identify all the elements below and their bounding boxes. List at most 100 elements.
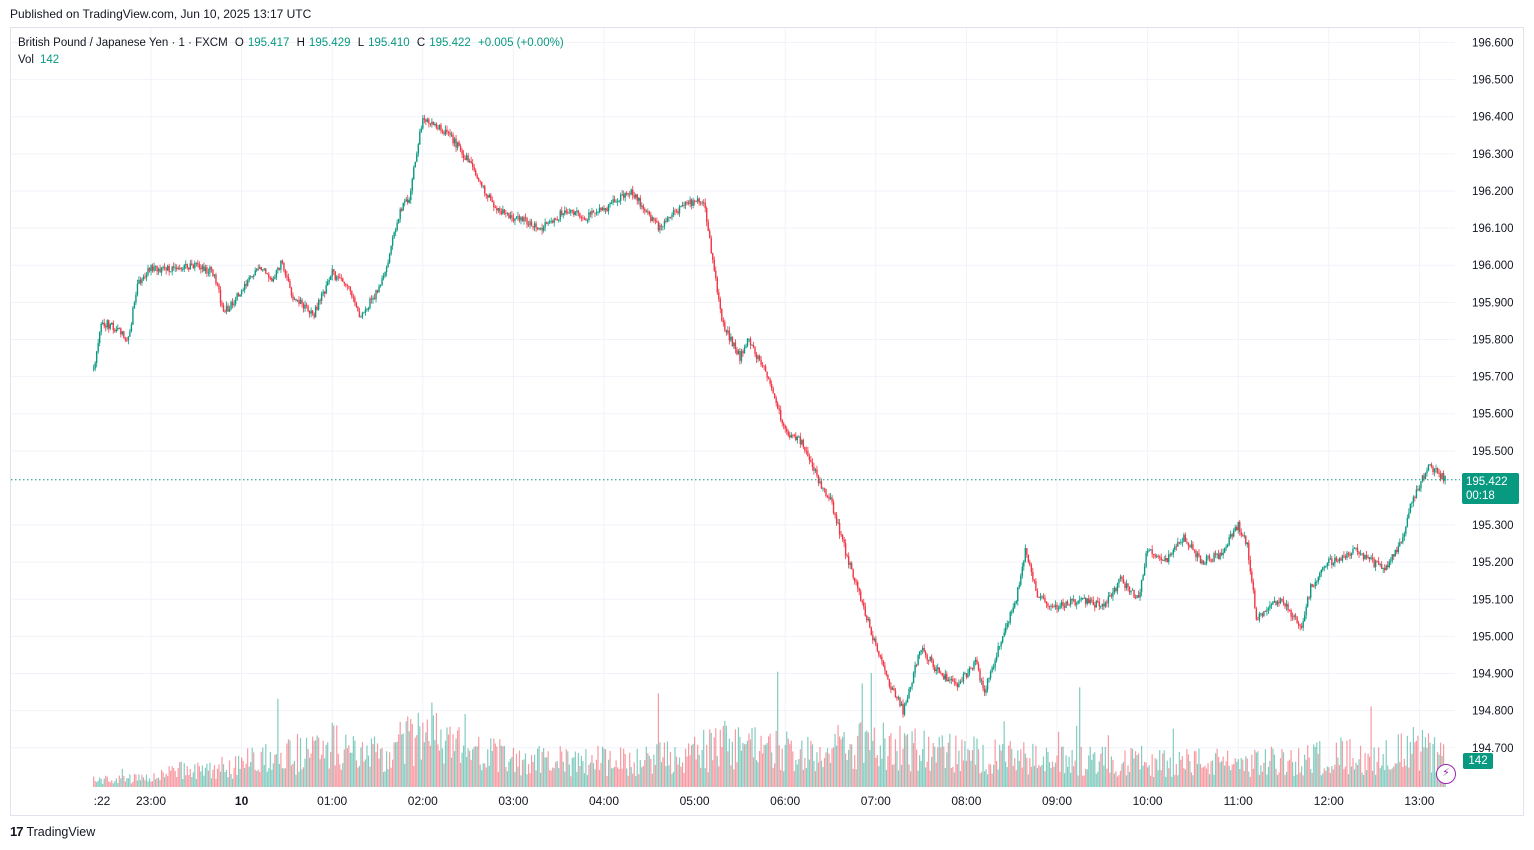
volume-bar — [1165, 776, 1167, 787]
volume-bar — [1018, 760, 1020, 787]
volume-bar — [1041, 764, 1043, 787]
volume-bar — [1071, 750, 1073, 787]
volume-bar — [1433, 737, 1436, 787]
volume-bar — [1273, 754, 1276, 787]
volume-bar — [946, 752, 948, 787]
volume-bar — [1125, 775, 1128, 787]
volume-bar — [212, 769, 214, 787]
candle-body — [585, 218, 587, 221]
volume-bar — [324, 758, 326, 787]
lightning-icon[interactable]: ⚡ — [1436, 764, 1456, 784]
candle-body — [1116, 583, 1119, 592]
volume-bar — [1162, 753, 1164, 787]
candle-body — [1177, 542, 1179, 547]
volume-bar — [443, 763, 445, 787]
volume-bar — [849, 744, 851, 787]
volume-bar — [1246, 758, 1248, 787]
candle-body — [1439, 473, 1442, 479]
candle-body — [1060, 602, 1063, 606]
close-label: C — [416, 37, 426, 49]
candle-body — [816, 469, 818, 476]
candle-body — [248, 277, 250, 281]
volume-bar — [941, 735, 943, 787]
volume-bar — [1192, 775, 1194, 787]
volume-bar — [1301, 766, 1303, 787]
candle-body — [369, 298, 371, 308]
volume-bar — [375, 752, 377, 787]
candle-body — [841, 535, 844, 540]
volume-bar — [327, 742, 329, 787]
candle-body — [147, 268, 149, 275]
volume-bar — [343, 749, 345, 787]
candle-body — [559, 210, 561, 220]
volume-bar — [615, 760, 617, 787]
volume-bar — [970, 760, 972, 787]
volume-bar — [604, 749, 607, 787]
candle-body — [934, 667, 936, 672]
volume-bar — [1003, 721, 1005, 787]
candle-body — [354, 297, 356, 303]
volume-label[interactable]: Vol — [18, 54, 34, 66]
price-axis-label: 194.900 — [1472, 669, 1514, 681]
volume-bar — [1243, 770, 1245, 787]
candle-body — [1432, 466, 1434, 473]
volume-bar — [1409, 741, 1411, 787]
candle-body — [1370, 557, 1372, 560]
candle-body — [123, 331, 125, 339]
candle-body — [1095, 600, 1097, 608]
volume-bar — [971, 750, 974, 787]
volume-bar — [953, 772, 955, 787]
candle-body — [834, 513, 836, 516]
candle-body — [293, 298, 296, 300]
volume-bar — [1403, 758, 1405, 787]
candle-body — [1406, 517, 1409, 527]
candle-body — [299, 299, 302, 304]
candle-body — [1101, 603, 1104, 607]
volume-bar — [1042, 756, 1045, 787]
volume-bar — [1396, 763, 1398, 787]
candle-body — [523, 217, 525, 222]
volume-bar — [435, 713, 438, 787]
volume-bar — [846, 760, 848, 787]
volume-bar — [1127, 765, 1129, 787]
candle-body — [725, 330, 728, 333]
volume-bar — [308, 757, 311, 787]
volume-bar — [890, 733, 892, 787]
candle-body — [840, 534, 842, 536]
volume-bar — [210, 778, 213, 787]
candle-body — [394, 229, 397, 233]
candle-body — [1344, 556, 1347, 558]
candle-body — [499, 208, 501, 212]
volume-bar — [274, 754, 276, 787]
candle-body — [186, 264, 188, 268]
candle-body — [850, 563, 853, 570]
volume-bar — [170, 770, 172, 787]
candle-body — [379, 285, 382, 287]
volume-bar — [179, 762, 181, 787]
volume-bar — [967, 749, 969, 787]
candle-body — [1006, 623, 1008, 628]
volume-bar — [354, 740, 356, 787]
volume-bar — [1343, 769, 1345, 787]
volume-bar — [985, 769, 987, 787]
volume-bar — [242, 760, 244, 787]
candle-body — [444, 129, 447, 135]
candle-body — [831, 497, 833, 503]
volume-bar — [672, 771, 675, 787]
volume-bar — [496, 746, 498, 787]
symbol-title[interactable]: British Pound / Japanese Yen · 1 · FXCM — [18, 37, 228, 49]
chart-frame[interactable] — [10, 27, 1524, 816]
candle-body — [1145, 553, 1147, 567]
volume-bar — [109, 782, 111, 787]
volume-bar — [159, 780, 161, 787]
volume-bar — [1065, 755, 1067, 787]
candle-body — [1157, 555, 1159, 557]
candle-body — [724, 322, 726, 331]
candle-body — [1329, 558, 1332, 560]
candle-body — [980, 680, 983, 682]
candle-body — [641, 205, 643, 207]
candle-body — [1008, 622, 1010, 624]
volume-bar — [228, 760, 231, 787]
volume-bar — [1279, 758, 1282, 787]
